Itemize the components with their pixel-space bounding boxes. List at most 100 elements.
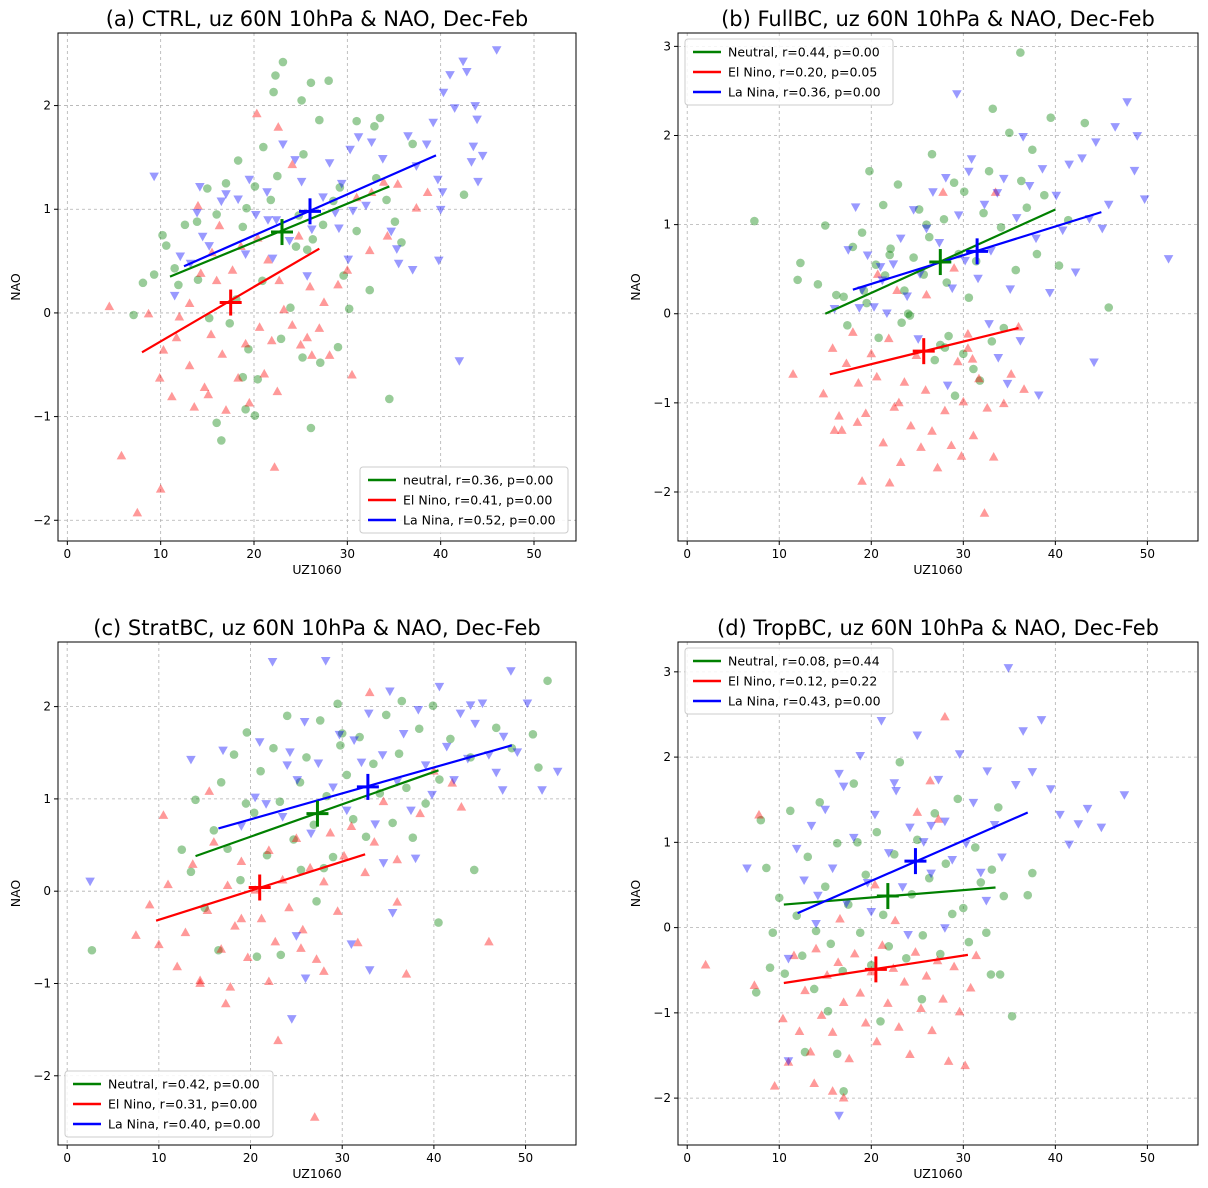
neutral-point [212, 418, 221, 428]
lanina-point [433, 175, 443, 185]
lanina-point [875, 263, 886, 272]
elnino-point [890, 915, 901, 925]
x-tick-label: 40 [1048, 547, 1063, 561]
neutral-point [768, 928, 778, 938]
neutral-point [995, 970, 1005, 979]
elnino-point [154, 939, 164, 949]
elnino-point [332, 906, 343, 915]
lanina-mean-marker [966, 238, 989, 265]
neutral-point [927, 149, 937, 159]
lanina-point [300, 974, 311, 984]
elnino-point [222, 880, 233, 890]
lanina-point [385, 687, 395, 697]
y-tick-label: 2 [43, 99, 51, 113]
neutral-point [1028, 145, 1037, 155]
lanina-point [470, 102, 480, 111]
elnino-point [954, 1006, 965, 1016]
lanina-point [1070, 268, 1081, 278]
elnino-point [273, 122, 284, 131]
elnino-point [866, 348, 877, 358]
neutral-point [269, 743, 278, 753]
legend: neutral, r=0.36, p=0.00 El Nino, r=0.41, … [359, 466, 569, 534]
lanina-point [195, 183, 205, 192]
neutral-point [394, 749, 404, 758]
lanina-point [903, 931, 913, 940]
x-tick-label: 30 [335, 1151, 350, 1165]
elnino-point [906, 420, 916, 430]
elnino-point [932, 462, 943, 472]
neutral-point [903, 309, 913, 319]
neutral-point [342, 770, 352, 780]
elnino-point [305, 281, 315, 291]
neutral-point [1104, 303, 1114, 312]
elnino-mean-marker [219, 289, 242, 316]
neutral-point [333, 342, 343, 352]
elnino-point [364, 687, 375, 697]
neutral-points [129, 57, 469, 445]
elnino-point [217, 349, 228, 358]
lanina-point [1036, 716, 1047, 725]
elnino-point [392, 854, 403, 864]
elnino-point [811, 943, 821, 953]
elnino-point [860, 1017, 871, 1027]
legend-box [64, 1070, 274, 1138]
elnino-point [844, 1053, 854, 1063]
neutral-point [241, 799, 251, 808]
lanina-point [934, 239, 945, 248]
neutral-point [282, 711, 292, 721]
neutral-point [528, 729, 538, 739]
neutral-point [276, 950, 286, 960]
elnino-point [204, 786, 215, 795]
lanina-point [477, 151, 488, 161]
neutral-point [221, 179, 231, 188]
elnino-point [778, 1013, 788, 1023]
lanina-point [537, 786, 547, 795]
neutral-point [256, 766, 265, 776]
neutral-point [397, 238, 406, 247]
lanina-point [299, 717, 310, 727]
x-tick-label: 20 [864, 547, 879, 561]
lanina-point [791, 844, 802, 854]
elnino-point [104, 301, 115, 311]
neutral-points [750, 48, 1114, 401]
neutral-point [302, 753, 311, 762]
lanina-point [806, 821, 817, 831]
neutral-point [984, 166, 994, 176]
neutral-point [408, 833, 418, 842]
neutral-point [203, 184, 212, 193]
lanina-point [926, 869, 936, 879]
lanina-point [891, 786, 901, 796]
neutral-point [988, 104, 998, 114]
elnino-point [974, 373, 984, 383]
neutral-point [1007, 1011, 1017, 1021]
lanina-points [742, 664, 1130, 1121]
elnino-point [749, 980, 760, 989]
elnino-point [967, 353, 978, 363]
lanina-point [960, 256, 970, 266]
elnino-point [949, 263, 959, 272]
lanina-point [393, 259, 404, 269]
lanina-point [895, 234, 906, 244]
elnino-point [144, 899, 155, 909]
neutral-point [1054, 261, 1064, 270]
elnino-point [220, 998, 231, 1008]
neutral-point [225, 318, 235, 328]
elnino-point [933, 814, 944, 823]
lanina-point [964, 167, 974, 177]
lanina-point [1045, 288, 1055, 298]
neutral-point [800, 1047, 810, 1057]
lanina-point [1051, 191, 1062, 201]
neutral-point [469, 865, 479, 875]
neutral-point [820, 882, 830, 891]
lanina-point [491, 768, 502, 778]
lanina-point [1002, 379, 1013, 389]
elnino-point [254, 322, 265, 331]
neutral-point [909, 253, 918, 262]
elnino-point [971, 950, 981, 960]
elnino-point [857, 476, 867, 485]
neutral-legend-label: Neutral, r=0.44, p=0.00 [728, 45, 880, 60]
lanina-point [862, 251, 873, 261]
elnino-point [894, 1022, 904, 1031]
elnino-point [809, 1078, 820, 1088]
neutral-point [849, 779, 859, 788]
